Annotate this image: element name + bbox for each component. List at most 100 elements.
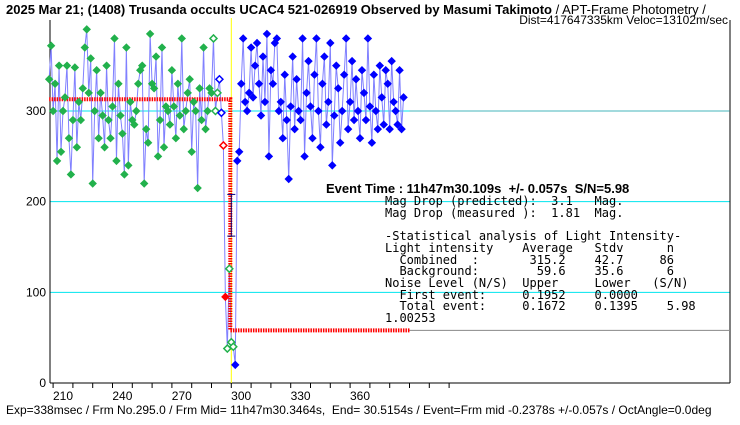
data-point (286, 102, 295, 111)
x-tick-label: 240 (112, 389, 132, 403)
data-point (320, 52, 329, 61)
data-point (385, 124, 394, 134)
data-point (70, 63, 80, 72)
data-point (266, 65, 276, 75)
data-point (104, 115, 113, 125)
data-point (212, 88, 223, 98)
data-point (322, 120, 331, 129)
data-point (62, 61, 72, 70)
data-point (155, 115, 165, 125)
data-point (189, 97, 198, 107)
data-point (373, 124, 383, 134)
data-point (134, 79, 143, 88)
data-point (169, 102, 179, 111)
data-point (355, 133, 365, 143)
data-point (306, 102, 315, 111)
data-point (143, 138, 153, 147)
data-point (330, 111, 339, 120)
data-point (100, 143, 109, 152)
data-point (365, 102, 375, 111)
data-point (74, 97, 84, 107)
x-tick-label: 270 (172, 389, 192, 403)
data-point (240, 97, 250, 107)
data-point (278, 133, 287, 143)
data-point (52, 156, 62, 166)
data-point (177, 34, 187, 43)
data-point (179, 124, 188, 134)
stats-line: First event: 0.1952 0.0000 (385, 287, 638, 302)
data-point (112, 156, 121, 166)
data-point (248, 93, 258, 102)
data-point (235, 147, 244, 156)
x-tick-label: 330 (291, 389, 311, 403)
data-point (280, 70, 289, 79)
model-step-line (49, 97, 410, 333)
data-point (379, 120, 388, 129)
data-point (312, 34, 321, 43)
data-point (282, 115, 291, 125)
data-point (359, 88, 369, 98)
stats-line: Combined : 315.2 42.7 86 (385, 252, 674, 267)
data-point (345, 97, 355, 107)
data-point (276, 97, 286, 107)
data-point (252, 38, 262, 48)
data-point (66, 170, 76, 179)
data-point (387, 56, 396, 66)
data-point (216, 108, 226, 118)
stats-line: 1.00253 (385, 311, 436, 325)
stats-line: Mag Drop (predicted): 3.1 Mag. (385, 194, 624, 208)
x-tick-label: 300 (231, 389, 251, 403)
stats-line: -Statistical analysis of Light Intensity… (385, 229, 682, 244)
footer-info: Exp=338msec / Frm No.295.0 / Frm Mid= 11… (6, 403, 712, 417)
y-tick-label: 0 (39, 376, 46, 390)
data-point (195, 84, 204, 93)
data-point (90, 106, 99, 116)
data-point (298, 34, 307, 43)
data-point (292, 75, 301, 84)
data-point (332, 61, 341, 70)
data-point (347, 56, 357, 66)
data-point (260, 97, 270, 107)
data-point (153, 152, 163, 161)
data-point (72, 143, 82, 152)
data-point (126, 97, 135, 107)
data-point (343, 124, 353, 134)
data-point (116, 111, 125, 120)
data-point (304, 56, 313, 66)
data-point (64, 133, 74, 143)
data-point (337, 106, 347, 116)
event-time: Event Time : 11h47m30.109s +/- 0.057s S/… (326, 181, 630, 196)
data-point (308, 133, 317, 143)
data-point (258, 52, 268, 61)
data-point (76, 115, 86, 125)
data-point (145, 29, 155, 39)
y-tick-label: 300 (26, 104, 46, 118)
data-point (272, 34, 282, 43)
data-point (173, 79, 183, 88)
data-point (208, 33, 219, 44)
data-point (363, 34, 373, 43)
data-point (139, 179, 149, 188)
data-point (375, 61, 385, 70)
data-point (175, 111, 185, 120)
data-point (199, 43, 208, 52)
data-point (238, 34, 248, 43)
data-point (48, 106, 58, 116)
connector-line (48, 29, 405, 365)
data-point (231, 360, 240, 370)
data-point (361, 115, 371, 125)
data-point (353, 106, 363, 116)
data-point (197, 115, 206, 125)
data-point (391, 106, 400, 116)
data-point (328, 161, 337, 170)
data-point (264, 152, 274, 161)
x-tick-label: 210 (53, 389, 73, 403)
data-point (218, 140, 228, 151)
data-point (242, 106, 252, 116)
data-point (224, 264, 234, 274)
data-point (102, 61, 111, 70)
data-point (296, 115, 305, 125)
data-point (316, 143, 325, 152)
